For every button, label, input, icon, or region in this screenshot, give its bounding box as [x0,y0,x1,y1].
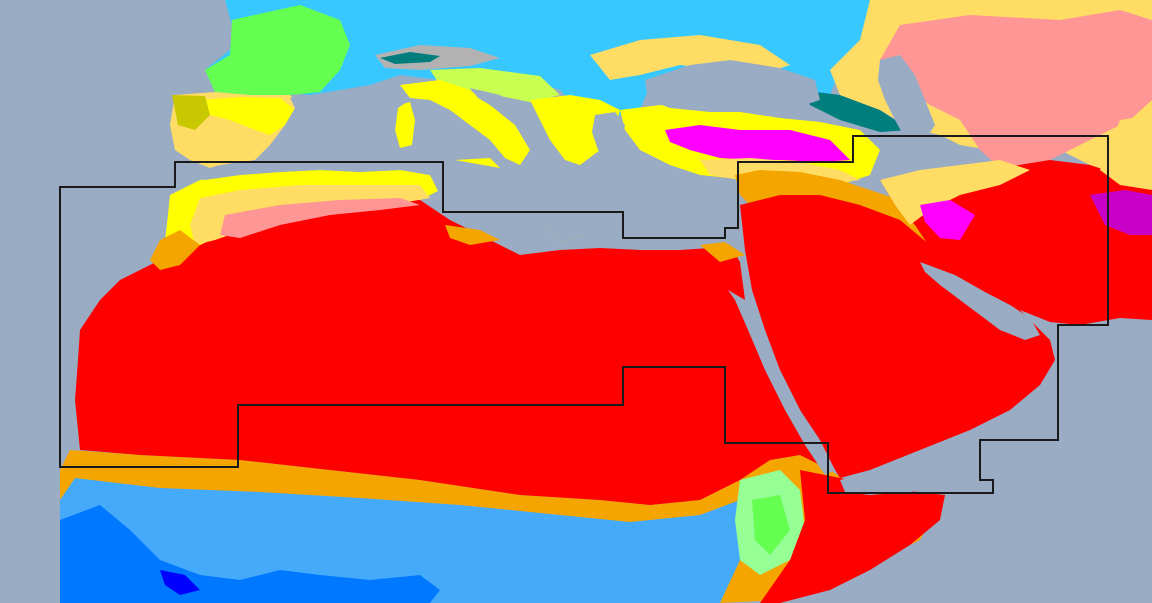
balkan-cfa [430,68,560,102]
caucasus-forest [800,90,910,132]
aegean-sea [592,112,625,160]
red-sea [728,290,835,475]
anatolia-dsa [665,125,850,162]
elburz-dsb [1090,190,1152,235]
study-region-outline [59,135,1109,494]
zagros-bsk [880,160,1030,225]
gulf-of-aden [840,460,990,495]
mediterranean-sea [195,88,740,248]
europe-landmass [205,0,880,118]
tropical-savanna [60,478,760,603]
hindu-kush-bsk [1100,115,1152,190]
nile-delta [700,242,745,262]
tropical-monsoon-coast [60,505,440,603]
adriatic-sea [470,88,540,135]
central-asia-desert [880,10,1152,168]
italy-land [400,80,530,165]
caspian-sea [878,55,935,140]
arabia-desert [740,195,1055,478]
atlas-bwk [220,198,420,238]
corsica-sardinia [395,102,415,148]
black-sea [645,60,820,112]
horn-of-africa [760,470,945,603]
arabian-sea [960,322,1152,603]
libya-coast-steppe [445,225,500,245]
iberia-csb [172,95,210,130]
sahara-desert [75,195,830,505]
persian-gulf [920,262,1040,340]
morocco-atlantic [150,230,200,270]
tropical-rainforest-spot [160,570,200,595]
ethiopian-highlands-cfb [752,495,790,555]
alps-forest [380,52,440,64]
western-europe-cfb [205,5,350,95]
zagros-dsa [920,200,975,240]
iberia-csa [200,97,295,135]
